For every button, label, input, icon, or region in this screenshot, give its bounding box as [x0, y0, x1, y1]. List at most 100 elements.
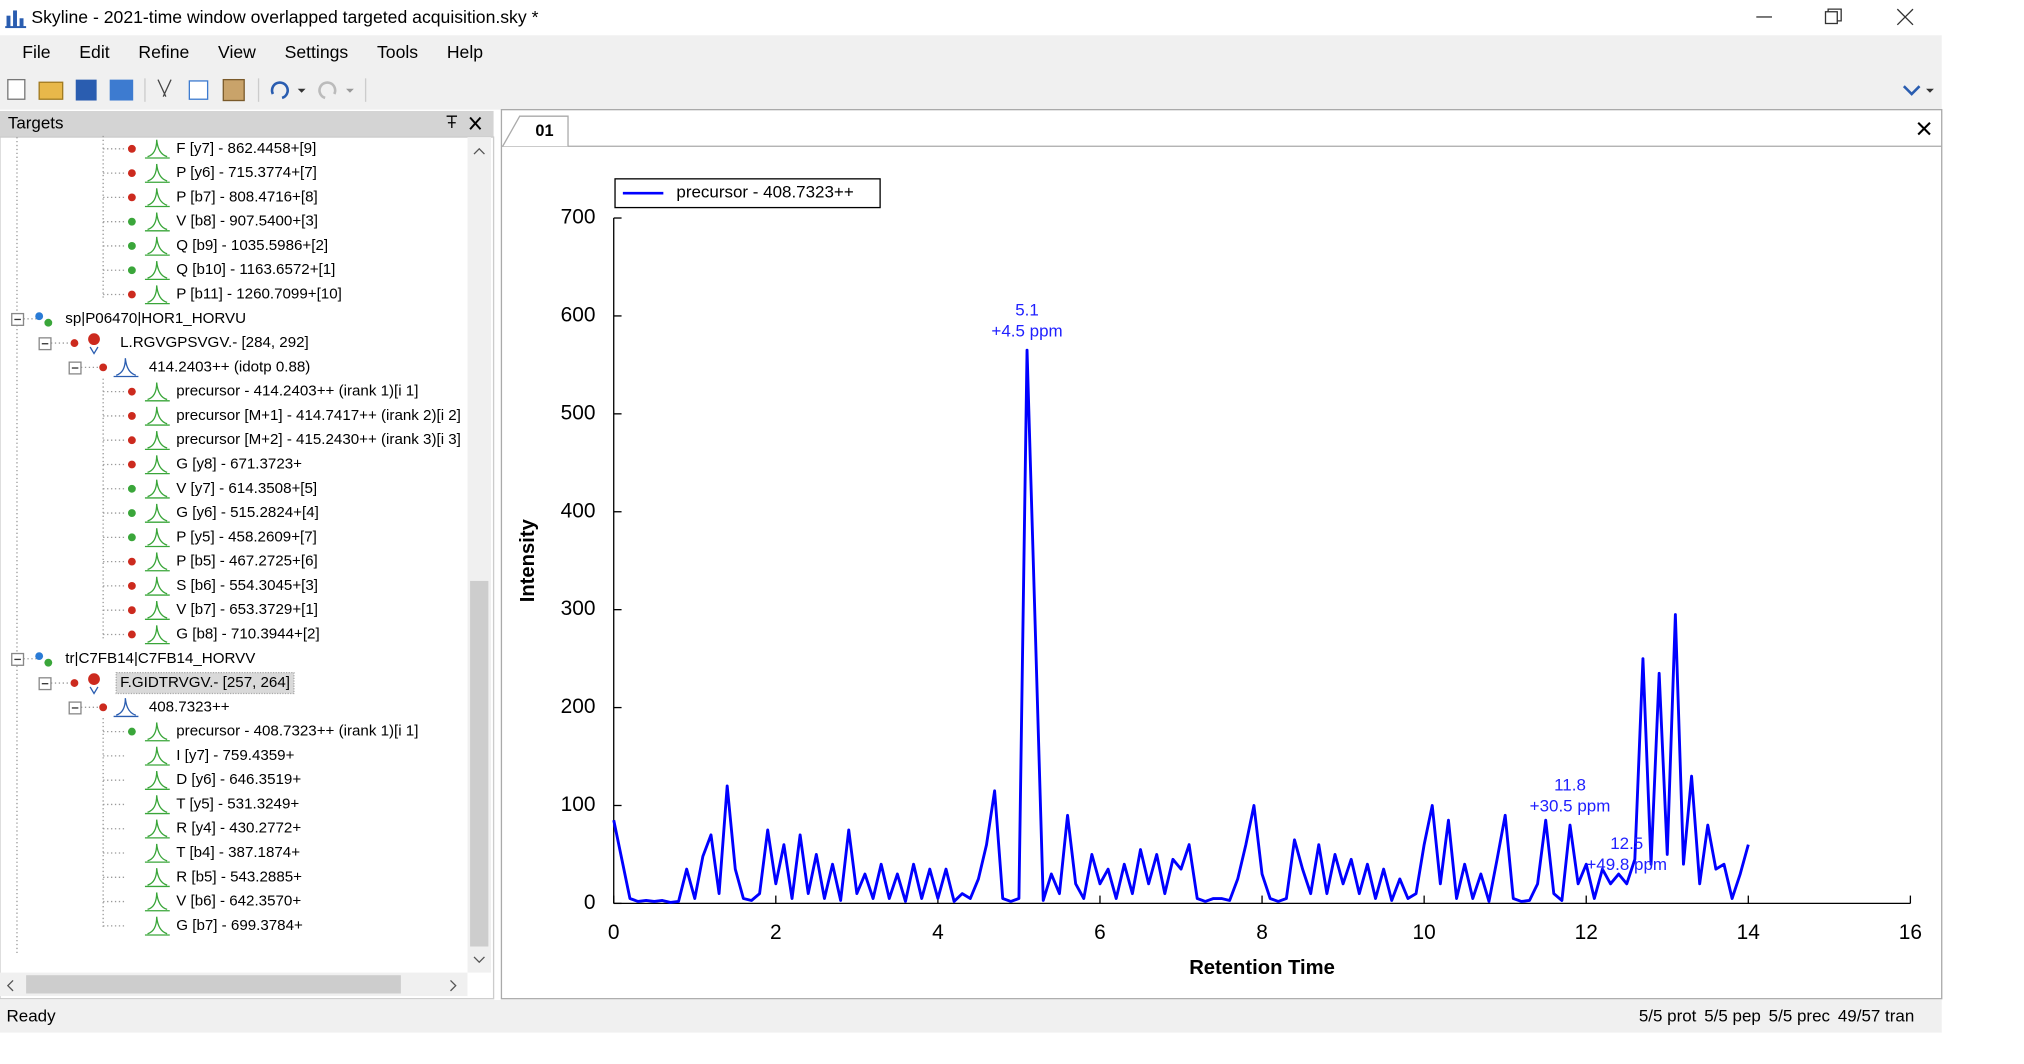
- tree-label[interactable]: 408.7323++: [149, 698, 230, 715]
- tree-node[interactable]: P [b5] - 467.2725+[6]: [103, 552, 318, 572]
- tree-node[interactable]: R [b5] - 543.2885+: [103, 868, 302, 888]
- status-dot: [127, 533, 136, 542]
- tree-node[interactable]: R [y4] - 430.2772+: [103, 819, 301, 839]
- transition-icon: [144, 212, 170, 232]
- precursor-icon: [113, 358, 139, 378]
- cut-button[interactable]: [157, 79, 172, 97]
- tree-label[interactable]: G [b8] - 710.3944+[2]: [176, 625, 319, 642]
- menu-item[interactable]: Help: [447, 42, 483, 62]
- tree-label[interactable]: P [b7] - 808.4716+[8]: [176, 188, 317, 205]
- menu-item[interactable]: File: [22, 42, 51, 62]
- tree-node[interactable]: 408.7323++: [68, 698, 230, 718]
- tree-node[interactable]: precursor [M+1] - 414.7417++ (irank 2)[i…: [103, 406, 461, 426]
- tree-node[interactable]: tr|C7FB14|C7FB14_HORVV: [11, 650, 256, 667]
- tree-node[interactable]: G [y8] - 671.3723+: [103, 455, 302, 475]
- import-button[interactable]: [109, 79, 134, 101]
- tree-node[interactable]: precursor - 414.2403++ (irank 1)[i 1]: [103, 382, 418, 402]
- menu-item[interactable]: Tools: [377, 42, 418, 62]
- tree-node[interactable]: T [b4] - 387.1874+: [103, 843, 300, 863]
- tree-label[interactable]: Q [b10] - 1163.6572+[1]: [176, 261, 335, 278]
- tree-node[interactable]: G [y6] - 515.2824+[4]: [103, 503, 319, 523]
- tree-hscroll-thumb[interactable]: [26, 975, 401, 994]
- tree-vscroll-thumb[interactable]: [470, 580, 489, 947]
- tree-label[interactable]: V [b6] - 642.3570+: [176, 893, 301, 910]
- tree-node[interactable]: G [b7] - 699.3784+: [103, 916, 303, 936]
- tree-node[interactable]: P [y5] - 458.2609+[7]: [103, 528, 317, 548]
- protein-icon: [35, 312, 44, 321]
- tree-node[interactable]: V [y7] - 614.3508+[5]: [103, 479, 317, 499]
- transition-icon: [144, 625, 170, 645]
- status-dot: [127, 387, 136, 396]
- legend-label: precursor - 408.7323++: [676, 183, 853, 202]
- menu-item[interactable]: Settings: [285, 42, 349, 62]
- y-tick-label: 400: [561, 499, 596, 522]
- tree-label[interactable]: 414.2403++ (idotp 0.88): [149, 358, 310, 375]
- tree-node[interactable]: P [b7] - 808.4716+[8]: [103, 188, 318, 208]
- copy-button[interactable]: [188, 80, 209, 100]
- tree-node[interactable]: D [y6] - 646.3519+: [103, 770, 301, 790]
- tree-label[interactable]: Q [b9] - 1035.5986+[2]: [176, 237, 328, 254]
- tree-label[interactable]: V [b8] - 907.5400+[3]: [176, 213, 318, 230]
- tree-label[interactable]: D [y6] - 646.3519+: [176, 771, 301, 788]
- tree-node[interactable]: T [y5] - 531.3249+: [103, 795, 299, 815]
- paste-button[interactable]: [222, 78, 245, 102]
- tree-label[interactable]: precursor - 414.2403++ (irank 1)[i 1]: [176, 383, 418, 400]
- tree-label[interactable]: T [y5] - 531.3249+: [176, 795, 299, 812]
- menu-item[interactable]: Refine: [138, 42, 189, 62]
- menu-item[interactable]: Edit: [79, 42, 109, 62]
- tree-label[interactable]: P [y6] - 715.3774+[7]: [176, 164, 317, 181]
- tree-node[interactable]: V [b7] - 653.3729+[1]: [103, 600, 318, 620]
- tab-label[interactable]: 01: [535, 122, 553, 140]
- tree-node[interactable]: precursor [M+2] - 415.2430++ (irank 3)[i…: [103, 431, 461, 451]
- tree-node[interactable]: V [b8] - 907.5400+[3]: [103, 212, 318, 232]
- tree-label[interactable]: precursor [M+1] - 414.7417++ (irank 2)[i…: [176, 407, 461, 424]
- tree-label[interactable]: G [b7] - 699.3784+: [176, 917, 303, 934]
- close-button[interactable]: [1896, 8, 1914, 26]
- tree-label[interactable]: P [b5] - 467.2725+[6]: [176, 553, 317, 570]
- tree-label[interactable]: S [b6] - 554.3045+[3]: [176, 577, 318, 594]
- new-button[interactable]: [7, 78, 26, 100]
- tree-node[interactable]: P [y6] - 715.3774+[7]: [103, 163, 317, 183]
- menu-item[interactable]: View: [218, 42, 256, 62]
- integrate-button[interactable]: [1902, 85, 1921, 96]
- tree-label[interactable]: precursor [M+2] - 415.2430++ (irank 3)[i…: [176, 431, 461, 448]
- tree-node[interactable]: 414.2403++ (idotp 0.88): [68, 358, 310, 378]
- tree-node[interactable]: I [y7] - 759.4359+: [103, 746, 295, 766]
- tree-label[interactable]: F.GIDTRVGV.- [257, 264]: [120, 674, 290, 691]
- tree-node[interactable]: S [b6] - 554.3045+[3]: [103, 576, 318, 596]
- tree-node[interactable]: G [b8] - 710.3944+[2]: [103, 625, 320, 645]
- tree-label[interactable]: tr|C7FB14|C7FB14_HORVV: [65, 650, 256, 667]
- tree-label[interactable]: G [y6] - 515.2824+[4]: [176, 504, 319, 521]
- tree-label[interactable]: V [y7] - 614.3508+[5]: [176, 480, 317, 497]
- graph-tab[interactable]: [502, 115, 569, 147]
- tree-label[interactable]: P [b11] - 1260.7099+[10]: [176, 286, 342, 303]
- tree-node[interactable]: Q [b10] - 1163.6572+[1]: [103, 261, 335, 281]
- tree-node[interactable]: precursor - 408.7323++ (irank 1)[i 1]: [103, 722, 418, 742]
- tree-label[interactable]: T [b4] - 387.1874+: [176, 844, 300, 861]
- tree-label[interactable]: R [b5] - 543.2885+: [176, 868, 302, 885]
- pin-button[interactable]: [446, 115, 458, 128]
- tree-label[interactable]: I [y7] - 759.4359+: [176, 747, 294, 764]
- tree-node[interactable]: Q [b9] - 1035.5986+[2]: [103, 236, 328, 256]
- tree-node[interactable]: F [y7] - 862.4458+[9]: [103, 139, 316, 159]
- save-button[interactable]: [75, 79, 97, 101]
- tree-node[interactable]: P [b11] - 1260.7099+[10]: [103, 285, 342, 305]
- targets-close[interactable]: [469, 116, 482, 130]
- tree-label[interactable]: R [y4] - 430.2772+: [176, 820, 301, 837]
- undo-button[interactable]: [270, 81, 289, 100]
- restore-button[interactable]: [1824, 8, 1842, 25]
- tree-label[interactable]: F [y7] - 862.4458+[9]: [176, 140, 316, 157]
- tree-label[interactable]: V [b7] - 653.3729+[1]: [176, 601, 318, 618]
- tree-label[interactable]: sp|P06470|HOR1_HORVU: [65, 310, 246, 327]
- tree-node[interactable]: V [b6] - 642.3570+: [103, 892, 301, 912]
- tree-node[interactable]: F.GIDTRVGV.- [257, 264]: [38, 671, 295, 695]
- tree-label[interactable]: P [y5] - 458.2609+[7]: [176, 528, 317, 545]
- open-button[interactable]: [38, 81, 64, 100]
- tree-label[interactable]: L.RGVGPSVGV.- [284, 292]: [120, 334, 309, 351]
- tree-node[interactable]: sp|P06470|HOR1_HORVU: [11, 310, 246, 327]
- tree-label[interactable]: G [y8] - 671.3723+: [176, 455, 302, 472]
- tree-label[interactable]: precursor - 408.7323++ (irank 1)[i 1]: [176, 723, 418, 740]
- graph-close[interactable]: [1917, 121, 1931, 136]
- tree-node[interactable]: L.RGVGPSVGV.- [284, 292]: [38, 333, 309, 355]
